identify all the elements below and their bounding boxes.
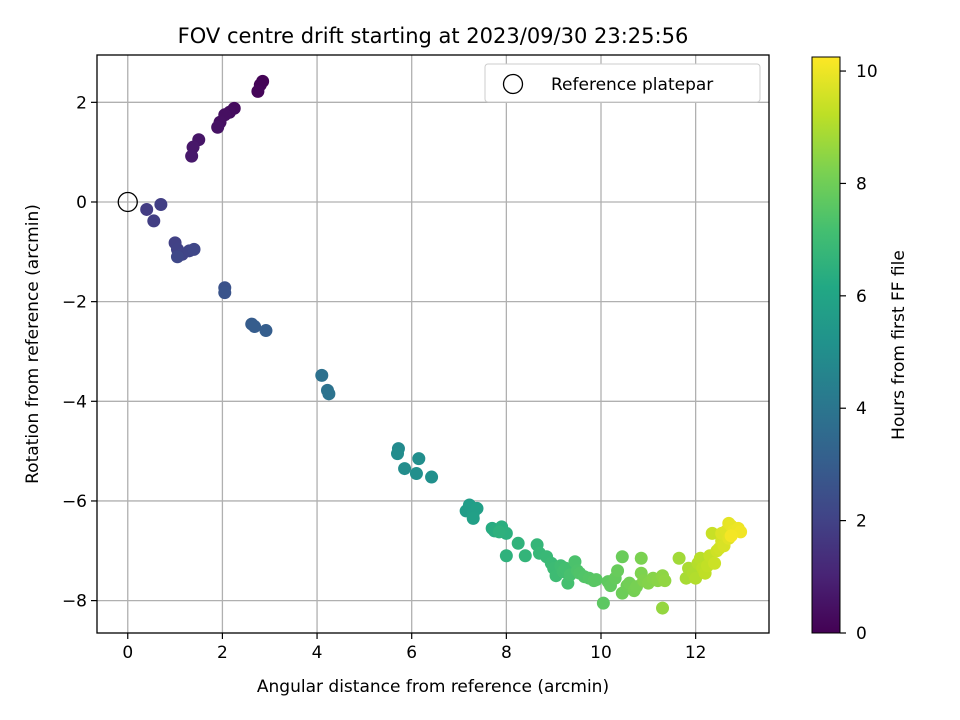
- data-point: [322, 387, 336, 401]
- data-point: [708, 556, 722, 570]
- colorbar: 0 2 4 6 8 10 Hours from first FF file: [811, 56, 909, 644]
- data-point: [466, 511, 480, 525]
- data-point: [140, 202, 154, 216]
- data-point: [315, 368, 329, 382]
- data-point: [492, 525, 506, 539]
- x-tick-label: 0: [122, 643, 133, 663]
- colorbar-ticks: 0 2 4 6 8 10: [840, 62, 878, 644]
- x-axis-ticks: 0 2 4 6 8 10 12: [122, 633, 706, 663]
- x-axis-label: Angular distance from reference (arcmin): [257, 677, 609, 697]
- colorbar-tick-label: 6: [856, 287, 867, 307]
- colorbar-tick-label: 10: [856, 62, 878, 82]
- y-tick-label: 2: [76, 93, 87, 113]
- data-points: [117, 74, 748, 615]
- reference-platepar-marker: [117, 191, 138, 213]
- data-point: [185, 149, 199, 163]
- data-point: [724, 529, 738, 543]
- legend-reference-marker: [502, 73, 524, 95]
- data-point: [170, 250, 184, 264]
- y-tick-label: −8: [62, 592, 87, 612]
- data-point: [412, 452, 426, 466]
- data-point: [511, 536, 525, 550]
- data-point: [672, 551, 686, 565]
- y-tick-label: 0: [76, 193, 87, 213]
- data-point: [251, 84, 265, 98]
- data-point: [218, 286, 232, 300]
- data-point: [470, 501, 484, 515]
- data-point: [391, 447, 405, 461]
- legend-entry-reference: Reference platepar: [551, 75, 713, 95]
- x-tick-label: 12: [685, 643, 707, 663]
- colorbar-tick-label: 8: [856, 174, 867, 194]
- data-point: [518, 549, 532, 563]
- plot-frame: [96, 54, 770, 634]
- colorbar-tick-label: 0: [856, 624, 867, 644]
- colorbar-gradient: [811, 56, 841, 634]
- data-point: [248, 320, 262, 334]
- data-point: [154, 197, 168, 211]
- colorbar-tick-label: 4: [856, 399, 867, 419]
- legend: Reference platepar: [484, 63, 761, 103]
- colorbar-tick-label: 2: [856, 512, 867, 532]
- y-axis-label: Rotation from reference (arcmin): [23, 204, 43, 484]
- data-point: [596, 596, 610, 610]
- colorbar-label: Hours from first FF file: [889, 250, 909, 440]
- y-tick-label: −6: [62, 492, 87, 512]
- data-point: [259, 324, 273, 338]
- data-point: [589, 573, 603, 587]
- x-tick-label: 4: [312, 643, 323, 663]
- x-tick-label: 6: [406, 643, 417, 663]
- y-axis-ticks: −8 −6 −4 −2 0 2: [62, 93, 97, 612]
- data-point: [634, 551, 648, 565]
- x-tick-label: 8: [501, 643, 512, 663]
- data-point: [147, 214, 161, 228]
- data-point: [705, 526, 719, 540]
- data-point: [658, 574, 672, 588]
- x-tick-label: 2: [217, 643, 228, 663]
- data-point: [187, 242, 201, 256]
- data-point: [499, 549, 513, 563]
- y-tick-label: −4: [62, 392, 87, 412]
- data-point: [656, 601, 670, 615]
- data-point: [211, 120, 225, 134]
- legend-box: [484, 63, 761, 103]
- data-point: [425, 470, 439, 484]
- y-tick-label: −2: [62, 293, 87, 313]
- data-point: [409, 467, 423, 481]
- data-point: [398, 462, 412, 476]
- x-tick-label: 10: [590, 643, 612, 663]
- chart-title: FOV centre drift starting at 2023/09/30 …: [178, 24, 689, 48]
- data-point: [615, 550, 629, 564]
- data-point: [611, 564, 625, 578]
